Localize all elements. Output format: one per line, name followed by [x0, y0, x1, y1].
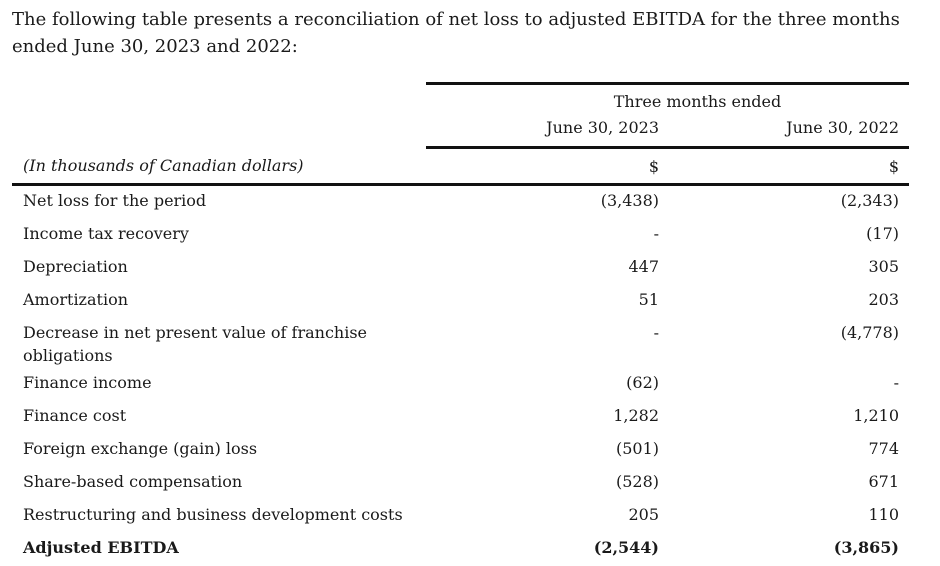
row-label: Share-based compensation — [23, 472, 243, 491]
row-label: Finance income — [23, 373, 152, 392]
row-label: Adjusted EBITDA — [23, 538, 179, 557]
value-2022: (2,343) — [840, 191, 899, 210]
value-2022: (4,778) — [840, 323, 899, 342]
value-2022: 671 — [868, 472, 899, 491]
header-group-row: Three months ended — [12, 82, 909, 118]
table-row: Restructuring and business development c… — [12, 500, 909, 533]
row-label: Depreciation — [23, 257, 128, 276]
table-row: Finance cost 1,282 1,210 — [12, 401, 909, 434]
value-2023: - — [653, 323, 659, 342]
value-2022: 774 — [868, 439, 899, 458]
value-2023: - — [653, 224, 659, 243]
ebitda-reconciliation-table: Three months ended June 30, 2023 June 30… — [12, 82, 909, 566]
value-2022: (3,865) — [833, 538, 899, 557]
value-2023: 447 — [628, 257, 659, 276]
column-header-2023: June 30, 2023 — [426, 118, 669, 149]
value-2022: 203 — [868, 290, 899, 309]
value-2022: 1,210 — [853, 406, 899, 425]
table-row: Share-based compensation (528) 671 — [12, 467, 909, 500]
value-2023: (2,544) — [593, 538, 659, 557]
value-2023: (501) — [615, 439, 659, 458]
value-2023: 1,282 — [613, 406, 659, 425]
row-label: Income tax recovery — [23, 224, 189, 243]
value-2022: 305 — [868, 257, 899, 276]
table-row: Foreign exchange (gain) loss (501) 774 — [12, 434, 909, 467]
row-label: Finance cost — [23, 406, 127, 425]
table-row: Decrease in net present value of franchi… — [12, 318, 909, 368]
value-2023: 205 — [628, 505, 659, 524]
intro-paragraph: The following table presents a reconcili… — [12, 9, 900, 57]
header-units-row: (In thousands of Canadian dollars) $ $ — [12, 147, 909, 186]
row-label: Foreign exchange (gain) loss — [23, 439, 258, 458]
value-2023: (528) — [615, 472, 659, 491]
table-row: Income tax recovery - (17) — [12, 219, 909, 252]
row-label: Amortization — [23, 290, 129, 309]
row-label: Restructuring and business development c… — [23, 505, 403, 524]
row-label: Decrease in net present value of franchi… — [23, 323, 368, 365]
row-label: Net loss for the period — [23, 191, 207, 210]
header-date-row: June 30, 2023 June 30, 2022 — [12, 118, 909, 149]
units-label: (In thousands of Canadian dollars) — [12, 147, 426, 186]
table-row: Depreciation 447 305 — [12, 252, 909, 285]
currency-2022: $ — [669, 147, 909, 186]
table-row: Amortization 51 203 — [12, 285, 909, 318]
value-2023: (3,438) — [600, 191, 659, 210]
table-row: Net loss for the period (3,438) (2,343) — [12, 185, 909, 220]
value-2022: (17) — [866, 224, 899, 243]
value-2023: 51 — [638, 290, 659, 309]
table-row: Finance income (62) - — [12, 368, 909, 401]
currency-2023: $ — [426, 147, 669, 186]
value-2023: (62) — [626, 373, 659, 392]
value-2022: - — [893, 373, 899, 392]
value-2022: 110 — [868, 505, 899, 524]
total-row: Adjusted EBITDA (2,544) (3,865) — [12, 533, 909, 566]
column-header-2022: June 30, 2022 — [669, 118, 909, 149]
group-header: Three months ended — [426, 82, 909, 118]
